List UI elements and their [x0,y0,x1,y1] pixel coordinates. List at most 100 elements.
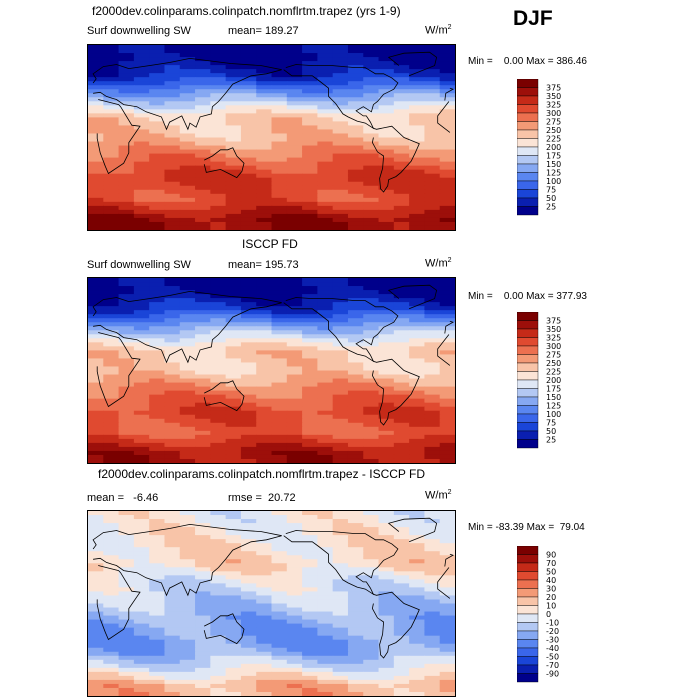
map-cell [378,559,395,564]
map-cell [210,358,227,364]
map-cell [210,217,227,223]
map-cell [133,57,150,62]
map-cell [179,607,196,613]
map-cell [256,286,273,291]
map-cell [302,623,318,629]
map-cell [439,197,455,203]
map-cell [164,627,181,633]
map-cell [179,434,196,440]
map-cell [286,133,303,139]
map-cell [240,635,257,641]
map-cell [210,69,227,74]
map-cell [195,326,211,331]
map-cell [347,651,364,657]
map-cell [195,422,211,428]
map-cell [225,402,242,408]
map-cell [195,314,211,319]
map-cell [118,57,135,62]
map-cell [164,418,181,424]
map-cell [210,639,227,645]
map-cell [439,450,455,456]
map-cell [332,149,349,155]
map-cell [302,81,318,86]
map-cell [225,599,242,605]
map-cell [164,382,181,388]
colorbar-box [517,354,539,364]
map-cell [133,531,150,536]
map-cell [378,89,395,94]
map-cell [286,671,303,677]
map-cell [256,563,273,568]
map-cell [103,587,120,593]
map-cell [317,426,334,432]
map-cell [103,81,120,86]
map-cell [103,286,120,291]
map-cell [118,655,135,661]
map-cell [439,599,455,605]
map-cell [439,358,455,364]
map-cell [286,302,303,307]
map-cell [149,531,166,536]
map-cell [271,671,288,677]
map-cell [149,390,166,396]
map-cell [409,575,426,580]
map-cell [240,298,257,303]
map-cell [118,551,135,556]
map-cell [149,117,166,123]
map-cell [225,197,242,203]
map-cell [393,527,410,532]
map-cell [118,169,135,175]
map-cell [195,53,211,58]
map-cell [347,61,364,66]
map-cell [195,157,211,163]
map-cell [179,125,196,131]
map-cell [378,382,395,388]
map-cell [118,615,135,621]
map-cell [256,49,273,54]
map-cell [347,591,364,597]
map-cell [347,543,364,548]
map-cell [347,73,364,78]
map-cell [118,125,135,131]
map-cell [347,350,364,356]
map-cell [118,189,135,195]
colorbar-tick-label: 100 [546,410,561,419]
map-cell [88,125,104,131]
map-cell [164,217,181,223]
map-cell [317,438,334,444]
map-cell [317,101,334,106]
colorbar-box [517,328,539,338]
map-cell [409,635,426,641]
map-cell [195,683,211,689]
coastline [371,591,420,659]
map-cell [393,209,410,215]
map-cell [88,647,104,653]
map-cell [439,414,455,420]
map-cell [179,286,196,291]
map-cell [347,302,364,307]
map-cell [195,201,211,207]
map-cell [317,434,334,440]
map-cell [286,342,303,347]
map-cell [164,559,181,564]
map-cell [347,402,364,408]
map-cell [332,366,349,372]
map-cell [118,619,135,625]
map-cell [149,679,166,685]
map-cell [302,338,318,343]
map-cell [363,422,380,428]
map-cell [149,362,166,368]
map-cell [317,121,334,127]
map-cell [179,358,196,364]
map-cell [240,65,257,70]
map-cell [195,153,211,159]
map-cell [271,81,288,86]
map-cell [332,137,349,143]
colorbar-box [517,312,539,321]
map-cell [103,137,120,143]
map-cell [103,177,120,183]
map-cell [149,519,166,524]
map-cell [424,418,441,424]
map-cell [149,358,166,364]
map-cell [225,571,242,576]
